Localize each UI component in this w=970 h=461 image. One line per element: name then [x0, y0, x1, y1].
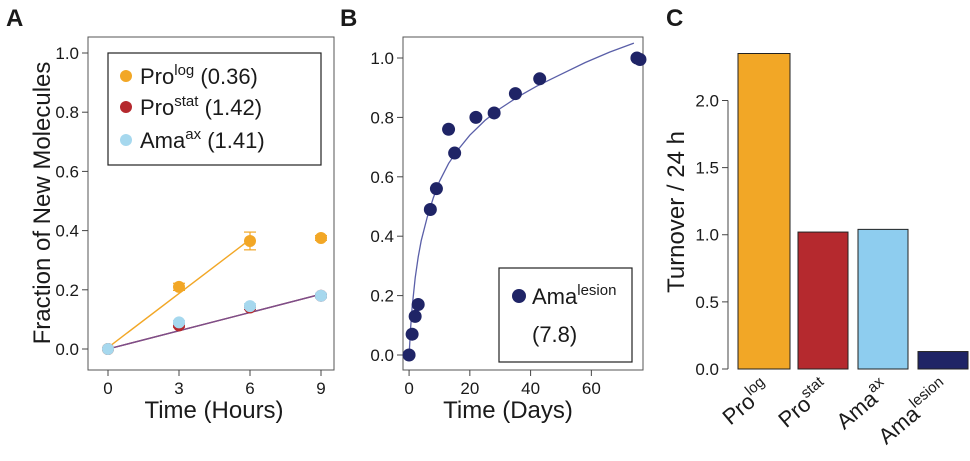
x-tick-label: 40 [521, 379, 540, 398]
data-point-amaax [244, 300, 256, 313]
y-tick-label: 2.0 [695, 91, 719, 110]
data-point-amalesion [408, 309, 422, 323]
x-tick-label: 0 [103, 379, 112, 398]
bar-amaax [857, 228, 909, 370]
bars-c [737, 53, 969, 370]
legend-b: Amalesion (7.8) [498, 267, 633, 363]
y-tick-label: 0.0 [55, 340, 79, 359]
x-tick-label: 0 [404, 379, 413, 398]
panel-label-c: C [666, 5, 683, 32]
legend-a: Prolog (0.36) Prostat (1.42) Amaax (1.41… [107, 52, 322, 166]
panel-label-b: B [340, 5, 357, 32]
data-point-amalesion [469, 110, 483, 124]
y-tick-label: 0.6 [370, 168, 394, 187]
y-axis-title-c: Turnover / 24 h [663, 131, 690, 293]
legend-entry-amalesion: Amalesion [532, 282, 616, 309]
data-point-amalesion [508, 87, 522, 101]
fit-line-amaax [107, 293, 322, 350]
panel-b: B 0.0 0.2 0.4 0.6 0.8 1.0 0 20 40 60 Time (Days)… [340, 5, 647, 424]
data-point-amalesion [423, 202, 437, 216]
y-axis-title-a: Fraction of New Molecules [29, 62, 56, 345]
y-tick-label: 0.8 [370, 108, 394, 127]
y-axis-c: 0.0 0.5 1.0 1.5 2.0 [695, 91, 729, 379]
panel-a: A 0.0 0.2 0.4 0.6 0.8 1.0 0 3 6 9 Fraction of Ne… [6, 5, 335, 424]
data-point-amalesion [448, 146, 462, 160]
x-tick-label: 6 [245, 379, 254, 398]
y-tick-label: 0.4 [370, 227, 394, 246]
legend-entry-prolog: Prolog (0.36) [140, 62, 258, 89]
bar-prolog [737, 53, 791, 370]
x-axis-title-a: Time (Hours) [144, 397, 283, 424]
bar-amalesion [917, 351, 969, 370]
y-tick-label: 0.5 [695, 293, 719, 312]
legend-marker-prostat [120, 101, 132, 113]
data-point-amaax [315, 289, 327, 302]
fit-lines-a [107, 238, 322, 350]
legend-value-amalesion: (7.8) [532, 322, 577, 347]
y-tick-label: 0.2 [370, 287, 394, 306]
data-point-amalesion [633, 52, 647, 66]
y-tick-label: 1.5 [695, 159, 719, 178]
plot-frame-b [402, 36, 644, 371]
category-label: Prostat [771, 373, 834, 433]
legend-marker-amalesion [512, 289, 526, 303]
bar-prostat [797, 231, 849, 370]
y-tick-label: 0.0 [695, 360, 719, 379]
data-point-prolog [244, 234, 256, 247]
y-axis-b: 0.0 0.2 0.4 0.6 0.8 1.0 [370, 49, 403, 365]
x-axis-a: 0 3 6 9 [103, 370, 326, 398]
legend-entry-amaax: Amaax (1.41) [140, 126, 265, 153]
data-point-amalesion [487, 106, 501, 120]
x-tick-label: 3 [174, 379, 183, 398]
data-points-a [102, 231, 327, 355]
legend-marker-amaax [120, 134, 132, 146]
legend-box-a [107, 52, 322, 166]
data-points-b [402, 51, 647, 362]
data-point-prolog [173, 280, 185, 293]
y-tick-label: 1.0 [695, 226, 719, 245]
data-point-amaax [102, 343, 114, 355]
data-point-amalesion [405, 327, 419, 341]
data-point-amalesion [411, 298, 425, 312]
y-tick-label: 1.0 [370, 49, 394, 68]
x-axis-title-b: Time (Days) [443, 397, 573, 424]
panel-c: C 0.0 0.5 1.0 1.5 2.0 Turnover / 24 h Prolog… [663, 5, 969, 449]
x-axis-b: 0 20 40 60 [404, 370, 601, 398]
data-point-prolog [315, 232, 327, 244]
legend-entry-prostat: Prostat (1.42) [140, 93, 262, 120]
data-point-amalesion [429, 182, 443, 196]
legend-marker-prolog [120, 70, 132, 82]
x-tick-label: 9 [316, 379, 325, 398]
category-label: Prolog [716, 373, 776, 429]
data-point-amalesion [402, 348, 416, 362]
data-point-amalesion [442, 122, 456, 136]
y-tick-label: 0.8 [55, 103, 79, 122]
legend-box-b [498, 267, 633, 363]
panel-label-a: A [6, 5, 23, 32]
data-point-amalesion [533, 72, 547, 86]
x-tick-label: 20 [460, 379, 479, 398]
y-tick-label: 0.0 [370, 346, 394, 365]
y-tick-label: 0.4 [55, 222, 79, 241]
x-tick-label: 60 [582, 379, 601, 398]
y-tick-label: 1.0 [55, 44, 79, 63]
y-tick-label: 0.2 [55, 281, 79, 300]
fit-line-prolog [107, 238, 251, 349]
y-tick-label: 0.6 [55, 162, 79, 181]
y-axis-a: 0.0 0.2 0.4 0.6 0.8 1.0 [55, 44, 88, 359]
data-point-amaax [173, 316, 185, 329]
plot-frame-a [87, 36, 335, 371]
